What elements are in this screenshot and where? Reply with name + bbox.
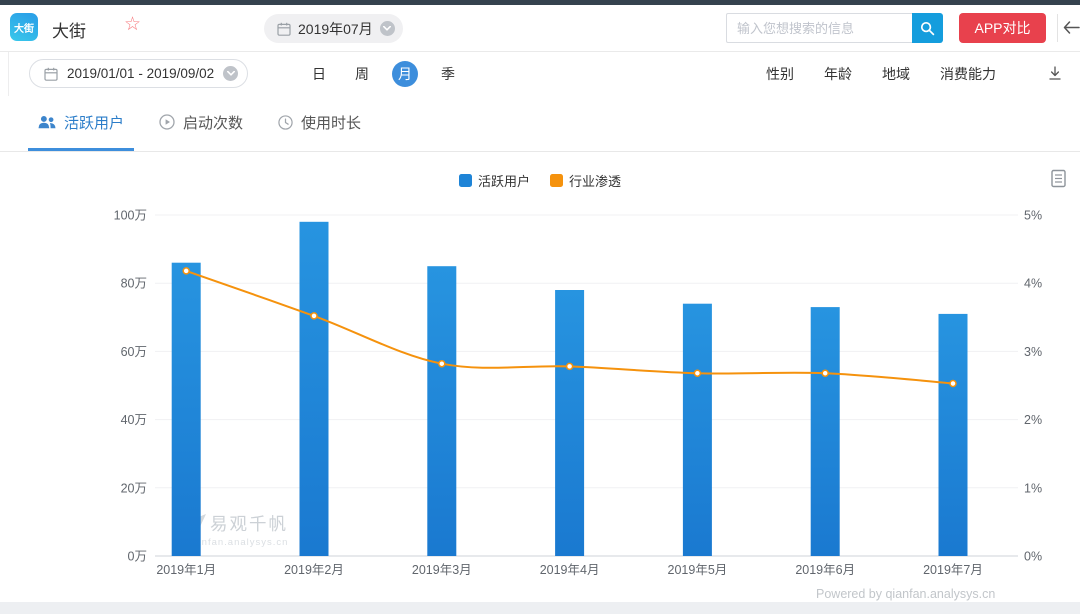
search-button[interactable] bbox=[912, 13, 943, 43]
back-arrow-icon[interactable] bbox=[1063, 21, 1080, 34]
svg-text:40万: 40万 bbox=[121, 413, 147, 427]
app-title: 大街 bbox=[52, 22, 86, 41]
tab-label: 启动次数 bbox=[183, 114, 244, 132]
grid-and-axes: 100万 5% 80万 4% 60万 3% 40万 2% 20万 1% 0万 0% bbox=[114, 209, 1042, 564]
chevron-down-icon bbox=[379, 21, 395, 36]
svg-text:3%: 3% bbox=[1024, 345, 1042, 359]
app-header: 大街 大街 ☆ 2019年07月 APP对比 bbox=[0, 5, 1080, 52]
svg-text:1%: 1% bbox=[1024, 481, 1042, 495]
legend-industry-penetration[interactable]: 行业渗透 bbox=[550, 171, 621, 190]
svg-text:60万: 60万 bbox=[121, 345, 147, 359]
search-bar bbox=[726, 13, 943, 43]
data-view-icon[interactable] bbox=[1051, 169, 1067, 188]
svg-text:2019年7月: 2019年7月 bbox=[923, 563, 983, 577]
svg-text:0万: 0万 bbox=[128, 550, 147, 564]
window-top-strip bbox=[0, 0, 1080, 5]
svg-text:4%: 4% bbox=[1024, 277, 1042, 291]
bar[interactable] bbox=[810, 307, 840, 556]
line-point[interactable] bbox=[949, 379, 957, 388]
legend-label: 活跃用户 bbox=[477, 174, 530, 189]
chart-legend: 活跃用户 行业渗透 bbox=[0, 171, 1080, 190]
period-day-button[interactable]: 日 bbox=[312, 65, 326, 82]
dimension-age[interactable]: 年龄 bbox=[824, 66, 852, 82]
users-icon bbox=[38, 115, 56, 129]
header-divider bbox=[1057, 14, 1058, 42]
legend-swatch-orange bbox=[550, 174, 563, 187]
filter-bar: 2019/01/01 - 2019/09/02 日 周 月 季 性别 年龄 地域… bbox=[0, 52, 1080, 97]
svg-text:20万: 20万 bbox=[121, 481, 147, 495]
dimension-gender[interactable]: 性别 bbox=[766, 66, 794, 82]
date-range-picker[interactable]: 2019/01/01 - 2019/09/02 bbox=[29, 59, 249, 88]
line-point[interactable] bbox=[693, 369, 702, 377]
period-switcher: 日 周 月 季 bbox=[306, 59, 461, 88]
dimension-links: 性别 年龄 地域 消费能力 bbox=[766, 52, 996, 96]
svg-text:qianfan.analysys.cn: qianfan.analysys.cn bbox=[186, 537, 288, 548]
page-bottom-strip bbox=[0, 602, 1080, 614]
calendar-icon bbox=[44, 67, 58, 81]
tab-label: 活跃用户 bbox=[64, 114, 125, 132]
tab-label: 使用时长 bbox=[301, 114, 362, 132]
svg-text:易观千帆: 易观千帆 bbox=[210, 514, 288, 534]
month-picker-value: 2019年07月 bbox=[298, 20, 373, 37]
bar[interactable] bbox=[938, 313, 968, 556]
svg-text:100万: 100万 bbox=[114, 209, 147, 223]
svg-text:2019年3月: 2019年3月 bbox=[412, 563, 472, 577]
legend-label: 行业渗透 bbox=[569, 174, 622, 189]
svg-text:2019年6月: 2019年6月 bbox=[795, 563, 855, 577]
month-picker[interactable]: 2019年07月 bbox=[264, 14, 403, 43]
line-point[interactable] bbox=[821, 369, 829, 377]
line-point[interactable] bbox=[310, 312, 318, 320]
svg-text:2019年2月: 2019年2月 bbox=[284, 563, 344, 577]
app-logo: 大街 bbox=[10, 13, 38, 41]
svg-text:2019年4月: 2019年4月 bbox=[540, 563, 600, 577]
svg-text:2%: 2% bbox=[1024, 413, 1042, 427]
favorite-star-icon[interactable]: ☆ bbox=[124, 14, 142, 35]
bar[interactable] bbox=[682, 303, 712, 556]
period-quarter-button[interactable]: 季 bbox=[441, 65, 455, 82]
bar[interactable] bbox=[171, 262, 201, 556]
powered-by: Powered by qianfan.analysys.cn bbox=[816, 587, 996, 601]
line-point[interactable] bbox=[182, 267, 190, 275]
line-point[interactable] bbox=[565, 362, 574, 371]
clock-icon bbox=[278, 114, 293, 130]
period-week-button[interactable]: 周 bbox=[355, 65, 369, 82]
legend-active-users[interactable]: 活跃用户 bbox=[458, 171, 530, 190]
date-range-value: 2019/01/01 - 2019/09/02 bbox=[67, 66, 215, 81]
combo-chart[interactable]: 100万 5% 80万 4% 60万 3% 40万 2% 20万 1% 0万 0% 易观千帆 qianfa… bbox=[0, 196, 1080, 586]
dimension-spending-power[interactable]: 消费能力 bbox=[940, 66, 996, 82]
svg-text:0%: 0% bbox=[1024, 550, 1042, 564]
bar[interactable] bbox=[427, 266, 457, 556]
search-input[interactable] bbox=[726, 13, 912, 43]
metric-tabs: 活跃用户 启动次数 使用时长 bbox=[0, 96, 1080, 152]
download-icon[interactable] bbox=[1047, 66, 1063, 81]
tab-active-users[interactable]: 活跃用户 bbox=[28, 96, 135, 151]
bar-series-active-users bbox=[171, 221, 968, 557]
line-point[interactable] bbox=[438, 359, 446, 368]
line-series-industry-penetration bbox=[182, 267, 957, 388]
search-icon bbox=[920, 21, 935, 36]
svg-text:5%: 5% bbox=[1024, 209, 1042, 223]
bar[interactable] bbox=[299, 221, 329, 557]
svg-text:80万: 80万 bbox=[121, 277, 147, 291]
tab-usage-duration[interactable]: 使用时长 bbox=[268, 96, 371, 151]
dimension-region[interactable]: 地域 bbox=[882, 66, 910, 82]
period-month-button[interactable]: 月 bbox=[392, 60, 418, 87]
play-circle-icon bbox=[159, 114, 175, 130]
app-compare-button[interactable]: APP对比 bbox=[959, 13, 1046, 43]
bar[interactable] bbox=[555, 290, 585, 556]
calendar-icon bbox=[277, 22, 291, 36]
x-axis-labels: 2019年1月 2019年2月 2019年3月 2019年4月 2019年5月 2019年… bbox=[156, 563, 983, 577]
legend-swatch-blue bbox=[458, 174, 472, 187]
app-logo-text: 大街 bbox=[14, 23, 34, 35]
tab-launch-count[interactable]: 启动次数 bbox=[149, 96, 253, 151]
chevron-down-icon bbox=[223, 66, 239, 81]
svg-text:2019年5月: 2019年5月 bbox=[668, 563, 728, 577]
svg-text:2019年1月: 2019年1月 bbox=[156, 563, 216, 577]
